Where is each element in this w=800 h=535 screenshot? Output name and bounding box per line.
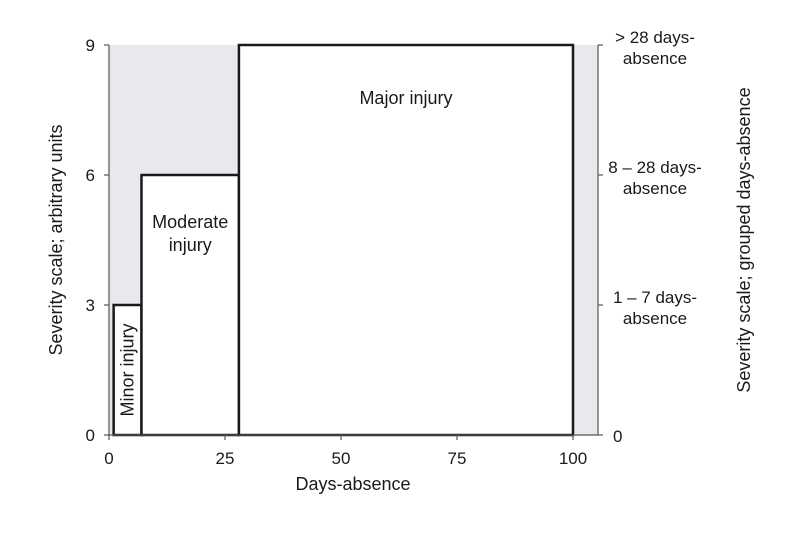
bar-label-major: Major injury: [359, 88, 452, 108]
y2-tick-label: 0: [613, 427, 622, 446]
y2-tick-label-line: 1 – 7 days-: [613, 288, 697, 307]
x-axis-title: Days-absence: [295, 474, 410, 494]
bar-label-moderate-line: Moderate: [152, 212, 228, 232]
x-tick-label: 0: [104, 449, 113, 468]
y-tick-label: 0: [86, 426, 95, 445]
y2-tick-label: 8 – 28 days-absence: [608, 158, 702, 198]
bar-label-minor: Minor injury: [118, 323, 138, 416]
x-tick-label: 50: [332, 449, 351, 468]
bar-3: [237, 43, 575, 437]
bar-2: [140, 173, 241, 437]
bar-label-moderate: Moderate injury: [152, 212, 228, 255]
y-tick-label: 6: [86, 166, 95, 185]
y-tick-label: 3: [86, 296, 95, 315]
bar-1: [112, 303, 143, 437]
y2-tick-label-line: absence: [623, 179, 687, 198]
bars-group: [112, 43, 575, 437]
y2-tick-label-line: absence: [623, 309, 687, 328]
y2-tick-label: 1 – 7 days-absence: [613, 288, 697, 328]
x-tick-label: 25: [216, 449, 235, 468]
bar-label-moderate-line: injury: [169, 235, 212, 255]
y2-tick-label: > 28 days-absence: [615, 28, 695, 68]
y2-axis-title: Severity scale; grouped days-absence: [734, 87, 754, 392]
y2-tick-label-line: absence: [623, 49, 687, 68]
y-axis-title: Severity scale; arbitrary units: [46, 124, 66, 355]
x-tick-label: 100: [559, 449, 587, 468]
y2-tick-label-line: 8 – 28 days-: [608, 158, 702, 177]
labels-group: Days-absence Severity scale; arbitrary un…: [46, 87, 754, 494]
y2-tick-label-line: > 28 days-: [615, 28, 695, 47]
x-tick-label: 75: [448, 449, 467, 468]
y-tick-label: 9: [86, 36, 95, 55]
